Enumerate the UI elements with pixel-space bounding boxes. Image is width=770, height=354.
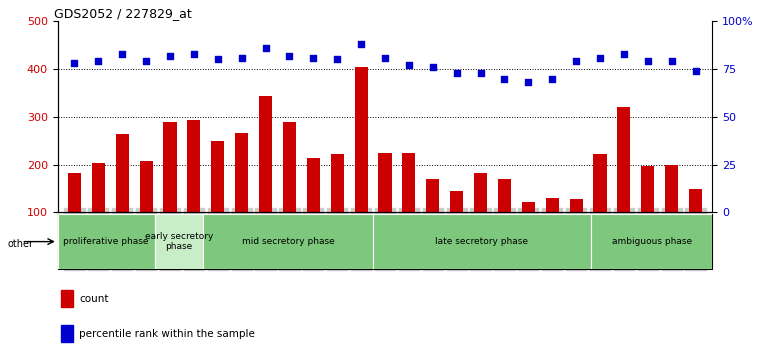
Point [641, 58, 654, 64]
Point [427, 64, 439, 70]
Point [546, 76, 558, 81]
Bar [665, 165, 678, 260]
Point [331, 57, 343, 62]
Bar [92, 163, 105, 260]
Point [665, 58, 678, 64]
Point [140, 58, 152, 64]
Text: percentile rank within the sample: percentile rank within the sample [79, 329, 255, 339]
Bar [378, 153, 392, 260]
Bar [570, 200, 583, 260]
Text: mid secretory phase: mid secretory phase [242, 237, 334, 246]
Bar [641, 166, 654, 260]
Bar [330, 154, 343, 260]
Point [618, 51, 630, 57]
Bar [187, 120, 200, 260]
Bar [498, 179, 511, 260]
Point [259, 45, 272, 51]
Point [92, 58, 105, 64]
Point [307, 55, 320, 61]
Bar [139, 161, 152, 260]
Bar [259, 96, 272, 260]
Bar [354, 67, 368, 260]
Bar [211, 141, 224, 260]
Bar [594, 154, 607, 260]
Point [498, 76, 511, 81]
Text: early secretory
phase: early secretory phase [145, 232, 213, 251]
Point [474, 70, 487, 76]
Point [689, 68, 701, 74]
Bar [373, 214, 591, 269]
Point [450, 70, 463, 76]
Bar [591, 214, 712, 269]
Bar [163, 122, 176, 260]
Point [69, 61, 81, 66]
Text: proliferative phase: proliferative phase [63, 237, 149, 246]
Point [283, 53, 296, 58]
Bar [522, 202, 535, 260]
Bar [427, 179, 440, 260]
Bar [402, 153, 416, 260]
Point [212, 57, 224, 62]
Bar [61, 325, 73, 342]
Bar [235, 133, 248, 260]
Text: GDS2052 / 227829_at: GDS2052 / 227829_at [55, 7, 192, 20]
Bar [283, 122, 296, 260]
Bar [61, 290, 73, 307]
Bar [58, 214, 155, 269]
Bar [155, 214, 203, 269]
Text: late secretory phase: late secretory phase [436, 237, 528, 246]
Bar [450, 191, 464, 260]
Point [594, 55, 606, 61]
Point [116, 51, 129, 57]
Bar [618, 107, 631, 260]
Point [522, 80, 534, 85]
Point [379, 55, 391, 61]
Bar [203, 214, 373, 269]
Point [570, 58, 582, 64]
Text: ambiguous phase: ambiguous phase [611, 237, 691, 246]
Point [164, 53, 176, 58]
Point [355, 41, 367, 47]
Bar [68, 173, 81, 260]
Text: count: count [79, 294, 109, 304]
Bar [306, 158, 320, 260]
Point [403, 62, 415, 68]
Bar [116, 133, 129, 260]
Point [188, 51, 200, 57]
Bar [546, 198, 559, 260]
Bar [689, 189, 702, 260]
Point [236, 55, 248, 61]
Text: other: other [8, 239, 34, 249]
Bar [474, 173, 487, 260]
